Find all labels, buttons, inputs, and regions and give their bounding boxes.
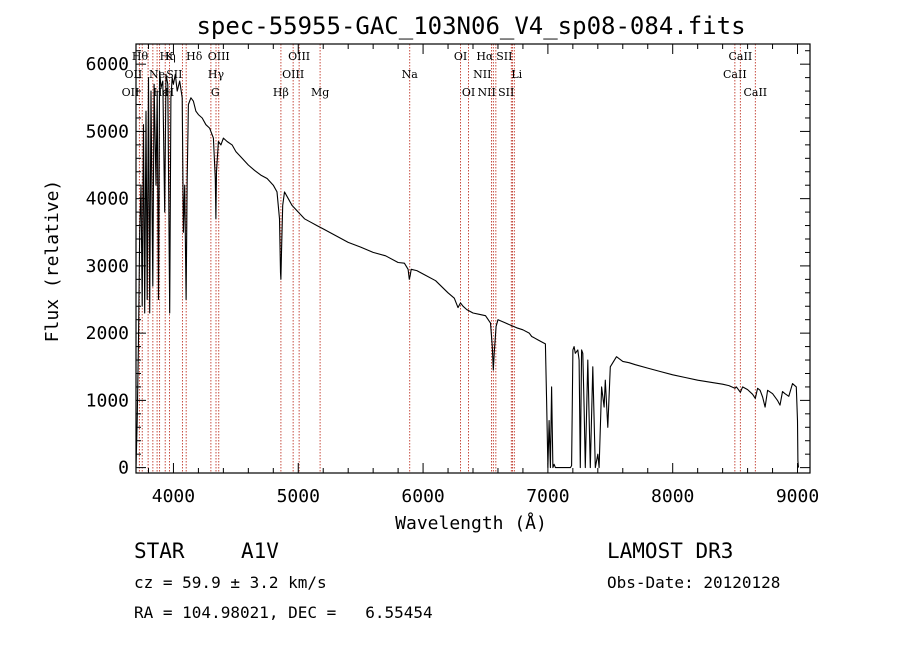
x-tick-label-0: 4000 bbox=[152, 486, 195, 507]
line-label-13: Hβ bbox=[273, 86, 289, 99]
line-label-21: Hα bbox=[476, 50, 494, 63]
line-label-19: OI bbox=[462, 86, 475, 99]
line-label-14: OIII bbox=[282, 68, 304, 81]
survey-name: LAMOST DR3 bbox=[607, 539, 734, 563]
line-label-9: Hδ bbox=[186, 50, 203, 63]
y-tick-label-5: 5000 bbox=[86, 121, 129, 142]
redshift-cz: cz = 59.9 ± 3.2 km/s bbox=[134, 573, 327, 592]
y-tick-label-2: 2000 bbox=[86, 323, 129, 344]
y-tick-label-3: 3000 bbox=[86, 256, 129, 277]
line-label-5: Hη bbox=[160, 50, 176, 63]
x-axis: 4000 5000 6000 7000 8000 9000 bbox=[147, 44, 819, 507]
x-tick-label-2: 6000 bbox=[401, 486, 444, 507]
line-label-11: Hγ bbox=[208, 68, 225, 81]
line-label-22: NII bbox=[478, 86, 496, 99]
y-tick-label-4: 4000 bbox=[86, 189, 129, 210]
observation-date: Obs-Date: 20120128 bbox=[607, 573, 781, 592]
x-tick-label-5: 9000 bbox=[776, 486, 819, 507]
line-label-18: OI bbox=[454, 50, 467, 63]
line-label-2: Hθ bbox=[132, 50, 149, 63]
x-tick-label-1: 5000 bbox=[277, 486, 320, 507]
line-label-17: Na bbox=[402, 68, 419, 81]
line-label-0: OII bbox=[122, 86, 140, 99]
line-label-28: CaII bbox=[743, 86, 767, 99]
line-label-24: SII bbox=[496, 50, 512, 63]
sky-coordinates: RA = 104.98021, DEC = 6.55454 bbox=[134, 603, 433, 622]
x-axis-label: Wavelength (Å) bbox=[395, 512, 547, 534]
line-label-7: H bbox=[165, 86, 175, 99]
line-label-26: CaII bbox=[723, 68, 747, 81]
y-tick-label-0: 0 bbox=[118, 458, 129, 479]
line-label-10: G bbox=[211, 86, 220, 99]
line-label-4: Ne bbox=[149, 68, 165, 81]
line-label-16: Mg bbox=[311, 86, 329, 99]
y-axis-label: Flux (relative) bbox=[42, 180, 63, 343]
line-label-8: SII bbox=[166, 68, 182, 81]
line-label-20: NII bbox=[473, 68, 491, 81]
y-tick-label-6: 6000 bbox=[86, 54, 129, 75]
y-tick-label-1: 1000 bbox=[86, 390, 129, 411]
object-subclass: A1V bbox=[241, 539, 279, 563]
y-axis: 0 1000 2000 3000 4000 5000 6000 bbox=[86, 50, 810, 479]
line-label-25: SII bbox=[498, 86, 514, 99]
spectrum-series-line bbox=[135, 70, 800, 469]
line-label-6: K bbox=[165, 50, 174, 63]
line-label-15: OIII bbox=[288, 50, 310, 63]
x-tick-label-3: 7000 bbox=[526, 486, 569, 507]
spectral-line-labels: OIIOIIHθHεNeHηKHSIIHδGHγOIIIHβOIIIOIIIMg… bbox=[122, 50, 768, 99]
x-tick-label-4: 8000 bbox=[651, 486, 694, 507]
object-class: STAR bbox=[134, 539, 185, 563]
line-label-23: Li bbox=[511, 68, 522, 81]
chart-title: spec-55955-GAC_103N06_V4_sp08-084.fits bbox=[196, 12, 745, 40]
spectral-line-markers bbox=[138, 44, 756, 473]
line-label-12: OIII bbox=[208, 50, 230, 63]
line-label-27: CaII bbox=[729, 50, 753, 63]
